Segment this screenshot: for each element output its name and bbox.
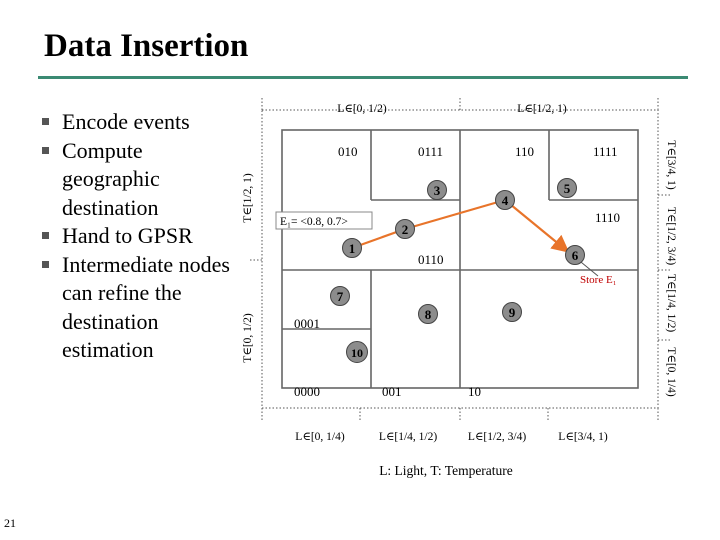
top-axis-label: L∈[0, 1/2): [337, 103, 387, 115]
top-axis-label: L∈[1/2, 1): [517, 103, 567, 115]
event-box: [275, 211, 373, 230]
right-axis-label: T∈[0, 1/4): [665, 347, 677, 397]
node: 1: [342, 238, 362, 258]
bottom-axis-label: L∈[0, 1/4): [295, 431, 345, 443]
square-bullet-icon: [42, 232, 49, 239]
zone-code: 1110: [595, 210, 620, 225]
node: 3: [427, 180, 447, 200]
bullet-text: Compute geographic destination: [62, 137, 160, 220]
zone-codes: 010 0111 110 1111 1110 0110 0001 0000 00…: [294, 144, 620, 399]
node-label: 2: [402, 222, 409, 237]
bottom-axis-label: L∈[3/4, 1): [558, 431, 608, 443]
node: 8: [418, 304, 438, 324]
zone-code: 10: [468, 384, 481, 399]
route-segment: [404, 198, 506, 231]
left-axis-label: T∈[0, 1/2): [242, 313, 254, 363]
routing-path: [351, 198, 570, 253]
bullet-item: Compute geographic destination: [42, 137, 242, 223]
node-label: 3: [434, 183, 441, 198]
square-bullet-icon: [42, 118, 49, 125]
zone-code: 0000: [294, 384, 320, 399]
zone-grid: [281, 129, 639, 389]
bullet-item: Intermediate nodes can refine the destin…: [42, 251, 242, 365]
square-bullet-icon: [42, 260, 49, 268]
bullet-text: Encode events: [62, 109, 190, 134]
zone-code: 010: [338, 144, 358, 159]
event-label: E₁= <0.8, 0.7>: [280, 216, 348, 228]
node: 6: [565, 245, 585, 265]
slide-title: Data Insertion: [44, 28, 249, 64]
bullet-item: Hand to GPSR: [42, 222, 242, 251]
zone-code: 0110: [418, 252, 444, 267]
zone-code: 001: [382, 384, 402, 399]
outer-frame: [248, 96, 672, 420]
node: 10: [346, 341, 368, 363]
title-rule: [38, 76, 688, 79]
node: 4: [495, 190, 515, 210]
legend-caption: L: Light, T: Temperature: [379, 463, 513, 478]
right-axis-label: T∈[1/2, 3/4): [665, 207, 677, 266]
node: 2: [395, 219, 415, 239]
zone-code: 0111: [418, 144, 443, 159]
bottom-axis-label: L∈[1/2, 3/4): [468, 431, 527, 443]
left-axis-label: T∈[1/2, 1): [242, 173, 254, 223]
zone-code: 1111: [593, 144, 618, 159]
node-label: 1: [349, 241, 356, 256]
bullet-text: Intermediate nodes can refine the destin…: [62, 251, 230, 363]
node-label: 9: [509, 305, 516, 320]
bullet-text: Hand to GPSR: [62, 223, 193, 248]
bullet-list: Encode events Compute geographic destina…: [42, 108, 242, 365]
node-label: 10: [351, 346, 363, 360]
node: 7: [330, 286, 350, 306]
node-label: 8: [425, 307, 432, 322]
zone-code: 0001: [294, 316, 320, 331]
node-label: 6: [572, 248, 579, 263]
axis-labels: L∈[0, 1/2) L∈[1/2, 1) L∈[0, 1/4) L∈[1/4,…: [242, 103, 677, 443]
bullet-item: Encode events: [42, 108, 242, 137]
route-arrow: [504, 199, 570, 253]
page-number: 21: [4, 516, 16, 530]
node: 5: [557, 178, 577, 198]
store-label: Store E₁: [580, 274, 617, 286]
bottom-axis-label: L∈[1/4, 1/2): [379, 431, 438, 443]
node-label: 5: [564, 181, 571, 196]
right-axis-label: T∈[1/4, 1/2): [665, 274, 677, 333]
square-bullet-icon: [42, 146, 49, 154]
node-label: 7: [337, 289, 344, 304]
right-axis-label: T∈[3/4, 1): [665, 140, 677, 190]
zone-code: 110: [515, 144, 534, 159]
node: 9: [502, 302, 522, 322]
node-label: 4: [502, 193, 509, 208]
